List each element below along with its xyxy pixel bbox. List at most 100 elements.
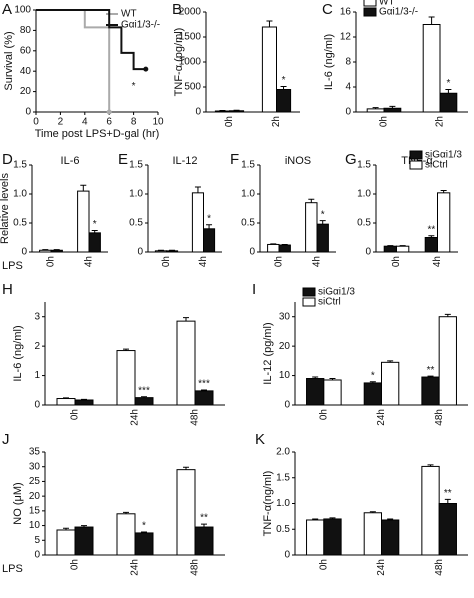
x-tick-label: 0h	[46, 256, 57, 267]
error-bar	[157, 249, 164, 251]
y-tick-label: 8	[345, 57, 351, 68]
y-tick-label: 0.5	[13, 218, 27, 229]
error-bar	[53, 249, 60, 251]
legend-swatch	[409, 160, 423, 170]
bar	[134, 532, 154, 556]
bar	[363, 382, 383, 406]
error-bar	[427, 464, 434, 467]
bar	[396, 245, 410, 253]
y-tick-label: 1000	[179, 57, 202, 68]
survival-line	[36, 9, 111, 112]
significance: *	[446, 78, 450, 89]
bar	[381, 361, 400, 406]
y-tick-label: 5	[34, 535, 40, 546]
x-tick-label: 48h	[190, 559, 201, 576]
x-tick-label: 2h	[435, 116, 446, 127]
x-tick-label: 0	[33, 117, 39, 128]
panel-letter: E	[118, 151, 128, 168]
y-tick-label: 100	[14, 5, 31, 16]
x-tick-label: 0h	[379, 116, 390, 127]
x-tick-label: 48h	[434, 559, 445, 576]
error-bar	[281, 243, 288, 246]
x-tick-label: 4	[82, 117, 88, 128]
error-bar	[319, 220, 326, 225]
y-axis-label: IL-6 (ng/ml)	[323, 34, 335, 90]
significance: **	[444, 488, 452, 499]
bar	[166, 250, 179, 253]
x-tick-label: 0h	[391, 256, 402, 267]
y-tick-label: 3	[34, 311, 40, 322]
panel-title: iNOS	[285, 155, 311, 167]
error-bar	[63, 527, 69, 530]
error-bar	[123, 348, 129, 351]
bar	[438, 503, 457, 556]
y-tick-label: 80	[20, 25, 32, 36]
error-bar	[389, 105, 396, 109]
x-tick-label: 0h	[318, 409, 329, 420]
y-tick-label: 4	[345, 82, 351, 93]
annotation: *	[132, 81, 136, 92]
bar	[437, 192, 451, 253]
legend-label: siCtrl	[425, 160, 448, 171]
y-tick-label: 1500	[179, 32, 202, 43]
error-bar	[201, 523, 207, 528]
x-tick-label: 10	[152, 117, 164, 128]
bar	[306, 378, 325, 406]
panel-title: IL-6	[61, 155, 80, 167]
y-tick-label: 0.5	[129, 218, 143, 229]
panel-letter: B	[172, 1, 182, 18]
bar	[278, 244, 291, 253]
legend-label: siGαi1/3	[318, 287, 355, 298]
y-tick-label: 0	[195, 107, 201, 118]
x-tick-label: 4h	[84, 256, 95, 267]
error-bar	[270, 243, 277, 245]
significance: *	[371, 370, 375, 381]
error-bar	[329, 517, 336, 519]
significance: **	[427, 224, 435, 235]
bar	[422, 24, 441, 113]
bar	[438, 316, 457, 406]
error-bar	[219, 110, 226, 111]
error-bar	[428, 16, 435, 25]
panel-letter: I	[252, 281, 256, 298]
x-tick-label: 0h	[70, 409, 81, 420]
x-tick-label: 6	[106, 117, 112, 128]
bar	[316, 223, 329, 253]
error-bar	[80, 184, 87, 192]
bar	[176, 320, 196, 406]
y-tick-label: 1.0	[241, 189, 255, 200]
legend-swatch	[302, 297, 316, 307]
legend-swatch	[409, 150, 423, 160]
y-tick-label: 0	[345, 107, 351, 118]
y-axis-label: TNF-α (pg/ml)	[173, 28, 185, 97]
error-bar	[91, 230, 98, 233]
bar	[267, 243, 280, 253]
x-tick-label: 0h	[224, 116, 235, 127]
y-axis-label: Survival (%)	[3, 31, 15, 90]
error-bar	[266, 20, 273, 27]
bar	[191, 192, 204, 253]
y-tick-label: 0	[137, 247, 143, 258]
y-tick-label: 1.5	[241, 160, 255, 171]
y-tick-label: 10	[29, 520, 41, 531]
legend-swatch	[302, 287, 316, 297]
bar	[74, 526, 94, 556]
legend-label: WT	[121, 9, 137, 20]
error-bar	[42, 249, 49, 251]
x-tick-label: 48h	[434, 409, 445, 426]
x-tick-label: 0h	[161, 256, 172, 267]
y-tick-label: 500	[184, 82, 201, 93]
legend-label: WT	[379, 0, 395, 8]
x-tick-label: 48h	[190, 409, 201, 426]
panel-letter: K	[255, 431, 265, 448]
significance: **	[427, 365, 435, 376]
bar	[323, 379, 342, 406]
bar	[194, 390, 214, 406]
y-tick-label: 30	[29, 461, 41, 472]
survival-line	[36, 9, 146, 71]
y-tick-label: 1.5	[357, 160, 371, 171]
error-bar	[369, 381, 376, 383]
y-axis-label: NO (μM)	[12, 482, 24, 524]
y-tick-label: 2	[34, 341, 40, 352]
